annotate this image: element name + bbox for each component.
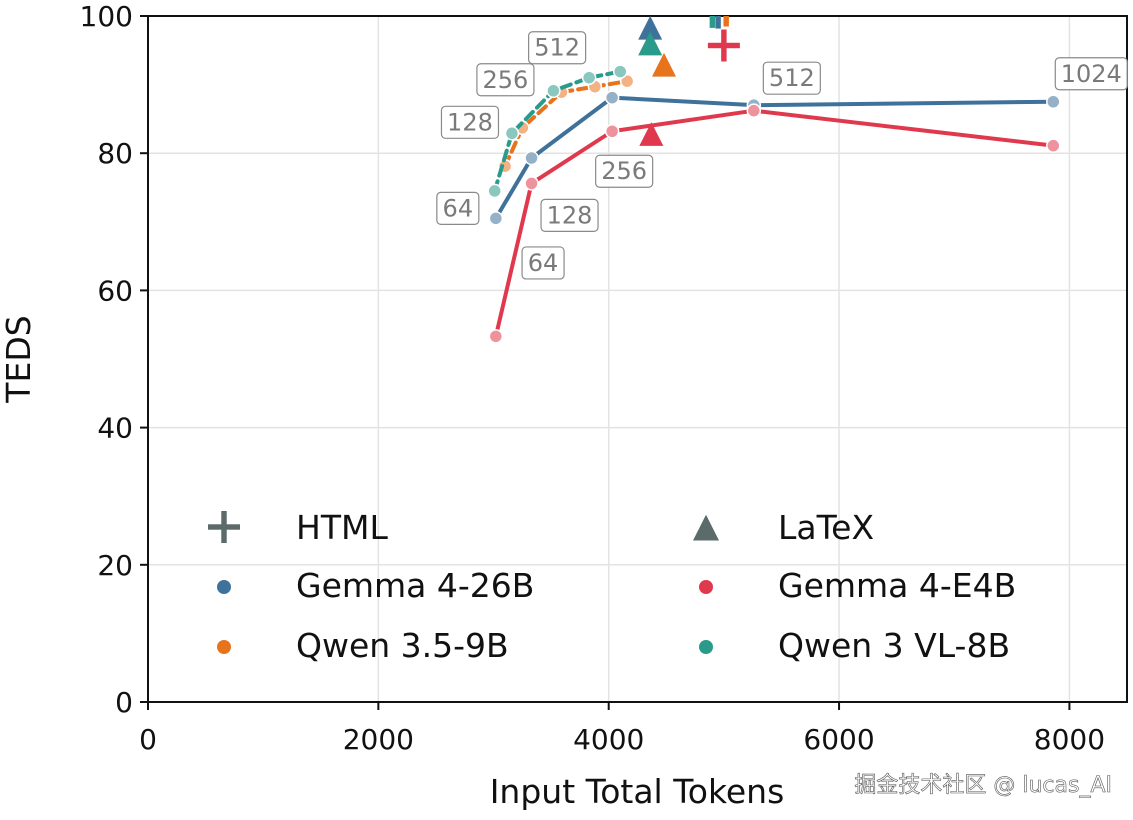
point-label: 512 <box>528 31 587 65</box>
point-label: 256 <box>476 63 535 97</box>
x-tick-label: 0 <box>139 723 157 756</box>
point-label-box <box>521 246 565 280</box>
point-label-text: 1024 <box>1061 60 1122 88</box>
point-label: 64 <box>521 246 565 280</box>
data-point-gemma-4-26b <box>524 150 539 166</box>
x-tick-label: 8000 <box>1034 723 1105 756</box>
point-label-box <box>476 63 535 97</box>
format-markers <box>638 8 742 146</box>
legend-triangle-icon <box>693 514 719 541</box>
legend-dot-icon-gemma-4-26b <box>217 580 231 594</box>
point-label: 128 <box>440 105 500 139</box>
y-tick-label: 100 <box>80 0 133 33</box>
point-label-box <box>540 198 599 232</box>
data-point-qwen-3-vl-8b <box>581 70 597 85</box>
data-point-gemma-4-26b <box>604 90 620 105</box>
point-label-text: 512 <box>534 34 580 62</box>
data-point-qwen-3-vl-8b <box>546 83 561 99</box>
plus-bar-h <box>702 10 734 15</box>
point-label: 1024 <box>1054 57 1128 91</box>
legend-dot-icon-qwen-3-vl-8b <box>699 640 713 654</box>
point-label-text: 128 <box>447 108 493 136</box>
point-label: 64 <box>436 191 480 225</box>
legend-label-html: HTML <box>296 508 388 547</box>
data-point-gemma-4-e4b <box>1046 138 1061 153</box>
data-point-gemma-4-e4b <box>746 103 762 118</box>
data-point-gemma-4-26b <box>1046 94 1061 109</box>
y-tick-label: 20 <box>97 549 133 582</box>
point-label: 256 <box>595 154 654 188</box>
data-point-qwen-3-vl-8b <box>487 183 502 199</box>
y-axis-title: TEDS <box>0 315 38 403</box>
series-lines <box>487 64 1061 344</box>
point-label-box <box>595 154 654 188</box>
html-marker-gemma-4-e4b <box>707 29 740 62</box>
html-marker-qwen-3-vl-8b <box>696 9 728 28</box>
point-label: 512 <box>762 61 821 95</box>
html-marker-qwen-3-5-9b <box>710 8 742 27</box>
legend: HTML LaTeX Gemma 4-26B Gemma 4-E4B Qwen 3.5-… <box>208 508 1016 665</box>
data-point-gemma-4-e4b <box>604 123 620 139</box>
point-label-box <box>1054 57 1128 91</box>
legend-label-gemma-4-e4b: Gemma 4-E4B <box>778 566 1016 605</box>
point-label-text: 64 <box>443 194 474 222</box>
y-tick-label: 80 <box>97 137 133 170</box>
html-marker-gemma-4-26b <box>702 10 734 29</box>
point-label-box <box>436 191 480 225</box>
x-tick-label: 2000 <box>343 723 414 756</box>
data-point-qwen-3-vl-8b <box>504 126 520 141</box>
data-point-gemma-4-e4b <box>488 329 504 344</box>
x-tick-label: 6000 <box>803 723 874 756</box>
legend-label-qwen-3-vl-8b: Qwen 3 VL-8B <box>778 626 1010 665</box>
legend-dot-icon-gemma-4-e4b <box>699 580 713 594</box>
data-point-qwen-3-vl-8b <box>612 64 628 79</box>
point-label-box <box>528 31 587 65</box>
point-label-text: 256 <box>601 157 647 185</box>
latex-marker-gemma-4-e4b <box>639 122 664 146</box>
legend-label-gemma-4-26b: Gemma 4-26B <box>296 566 534 605</box>
x-axis-title: Input Total Tokens <box>490 772 785 811</box>
legend-label-qwen-3-5-9b: Qwen 3.5-9B <box>296 626 509 665</box>
latex-marker-qwen-3-5-9b <box>651 52 676 77</box>
point-label-box <box>440 105 500 139</box>
plus-bar-v <box>221 511 227 543</box>
plus-bar-v <box>723 16 729 27</box>
plus-bar-h <box>710 8 742 13</box>
plus-bar-h <box>696 9 728 14</box>
plus-bar-v <box>715 16 721 29</box>
y-tick-label: 60 <box>97 274 133 307</box>
point-label-box <box>762 61 821 95</box>
plus-bar-v <box>721 29 727 62</box>
plus-bar-v <box>709 16 716 28</box>
point-label: 128 <box>540 198 599 232</box>
y-tick-label: 40 <box>97 412 133 445</box>
point-label-text: 64 <box>528 249 559 277</box>
data-point-gemma-4-26b <box>488 211 504 226</box>
latex-marker-gemma-4-26b <box>638 16 663 40</box>
legend-plus-icon <box>208 511 240 543</box>
watermark: 掘金技术社区 @ lucas_AI <box>854 773 1112 798</box>
legend-dot-icon-qwen-3-5-9b <box>217 640 231 654</box>
x-tick-label: 4000 <box>573 723 644 756</box>
legend-label-latex: LaTeX <box>778 508 874 547</box>
axes: 0 2000 4000 6000 8000 0 20 40 60 80 100 <box>80 0 1105 756</box>
y-tick-label: 0 <box>115 686 133 719</box>
data-point-qwen-3-5-9b <box>619 73 635 89</box>
point-label-text: 128 <box>547 201 593 229</box>
latex-marker-qwen-3-vl-8b <box>638 31 663 56</box>
point-label-text: 256 <box>483 66 529 94</box>
point-label-text: 512 <box>769 64 815 92</box>
plot-frame <box>147 15 1128 703</box>
data-point-gemma-4-e4b <box>524 176 539 191</box>
